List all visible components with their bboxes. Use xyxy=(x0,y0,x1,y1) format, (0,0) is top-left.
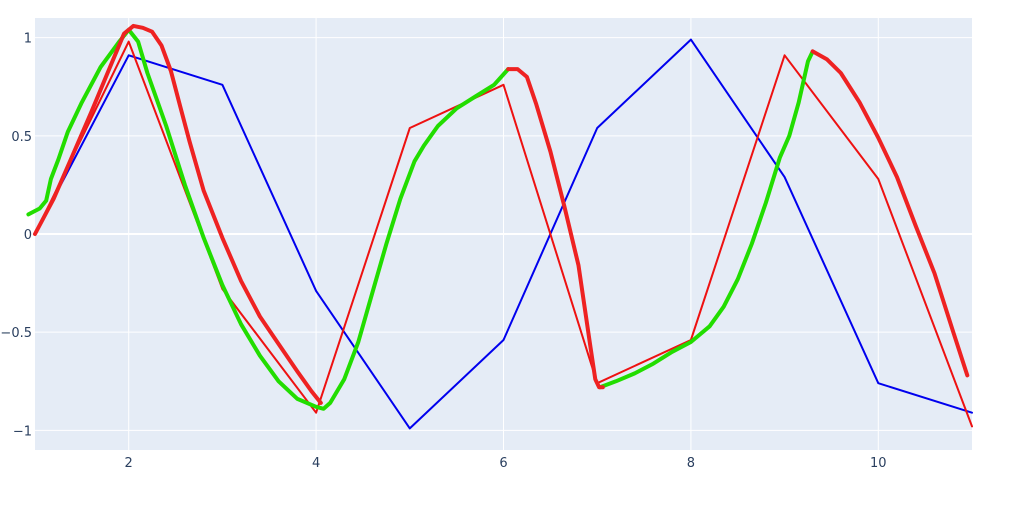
series-line-1 xyxy=(34,38,973,430)
series-line-3 xyxy=(26,27,511,411)
x-axis-tick-labels: 2 4 6 8 10 xyxy=(125,456,887,471)
series-line-7 xyxy=(810,49,970,378)
x-tick-label: 8 xyxy=(687,456,695,471)
y-axis-tick-labels: 1 0.5 0 −0.5 −1 xyxy=(0,32,32,440)
x-tick-label: 10 xyxy=(870,456,887,471)
series-line-5 xyxy=(33,23,323,405)
y-tick-label: 1 xyxy=(24,32,32,47)
y-tick-label: 0.5 xyxy=(11,130,32,145)
x-tick-label: 4 xyxy=(312,456,320,471)
series-line-4 xyxy=(598,49,815,390)
series-line-6 xyxy=(506,67,605,390)
x-tick-label: 6 xyxy=(499,456,507,471)
y-tick-label: −1 xyxy=(13,424,32,439)
y-tick-label: −0.5 xyxy=(0,326,32,341)
grid-lines xyxy=(35,18,972,450)
y-tick-label: 0 xyxy=(24,228,32,243)
x-tick-label: 2 xyxy=(125,456,133,471)
series-lines xyxy=(26,23,973,430)
